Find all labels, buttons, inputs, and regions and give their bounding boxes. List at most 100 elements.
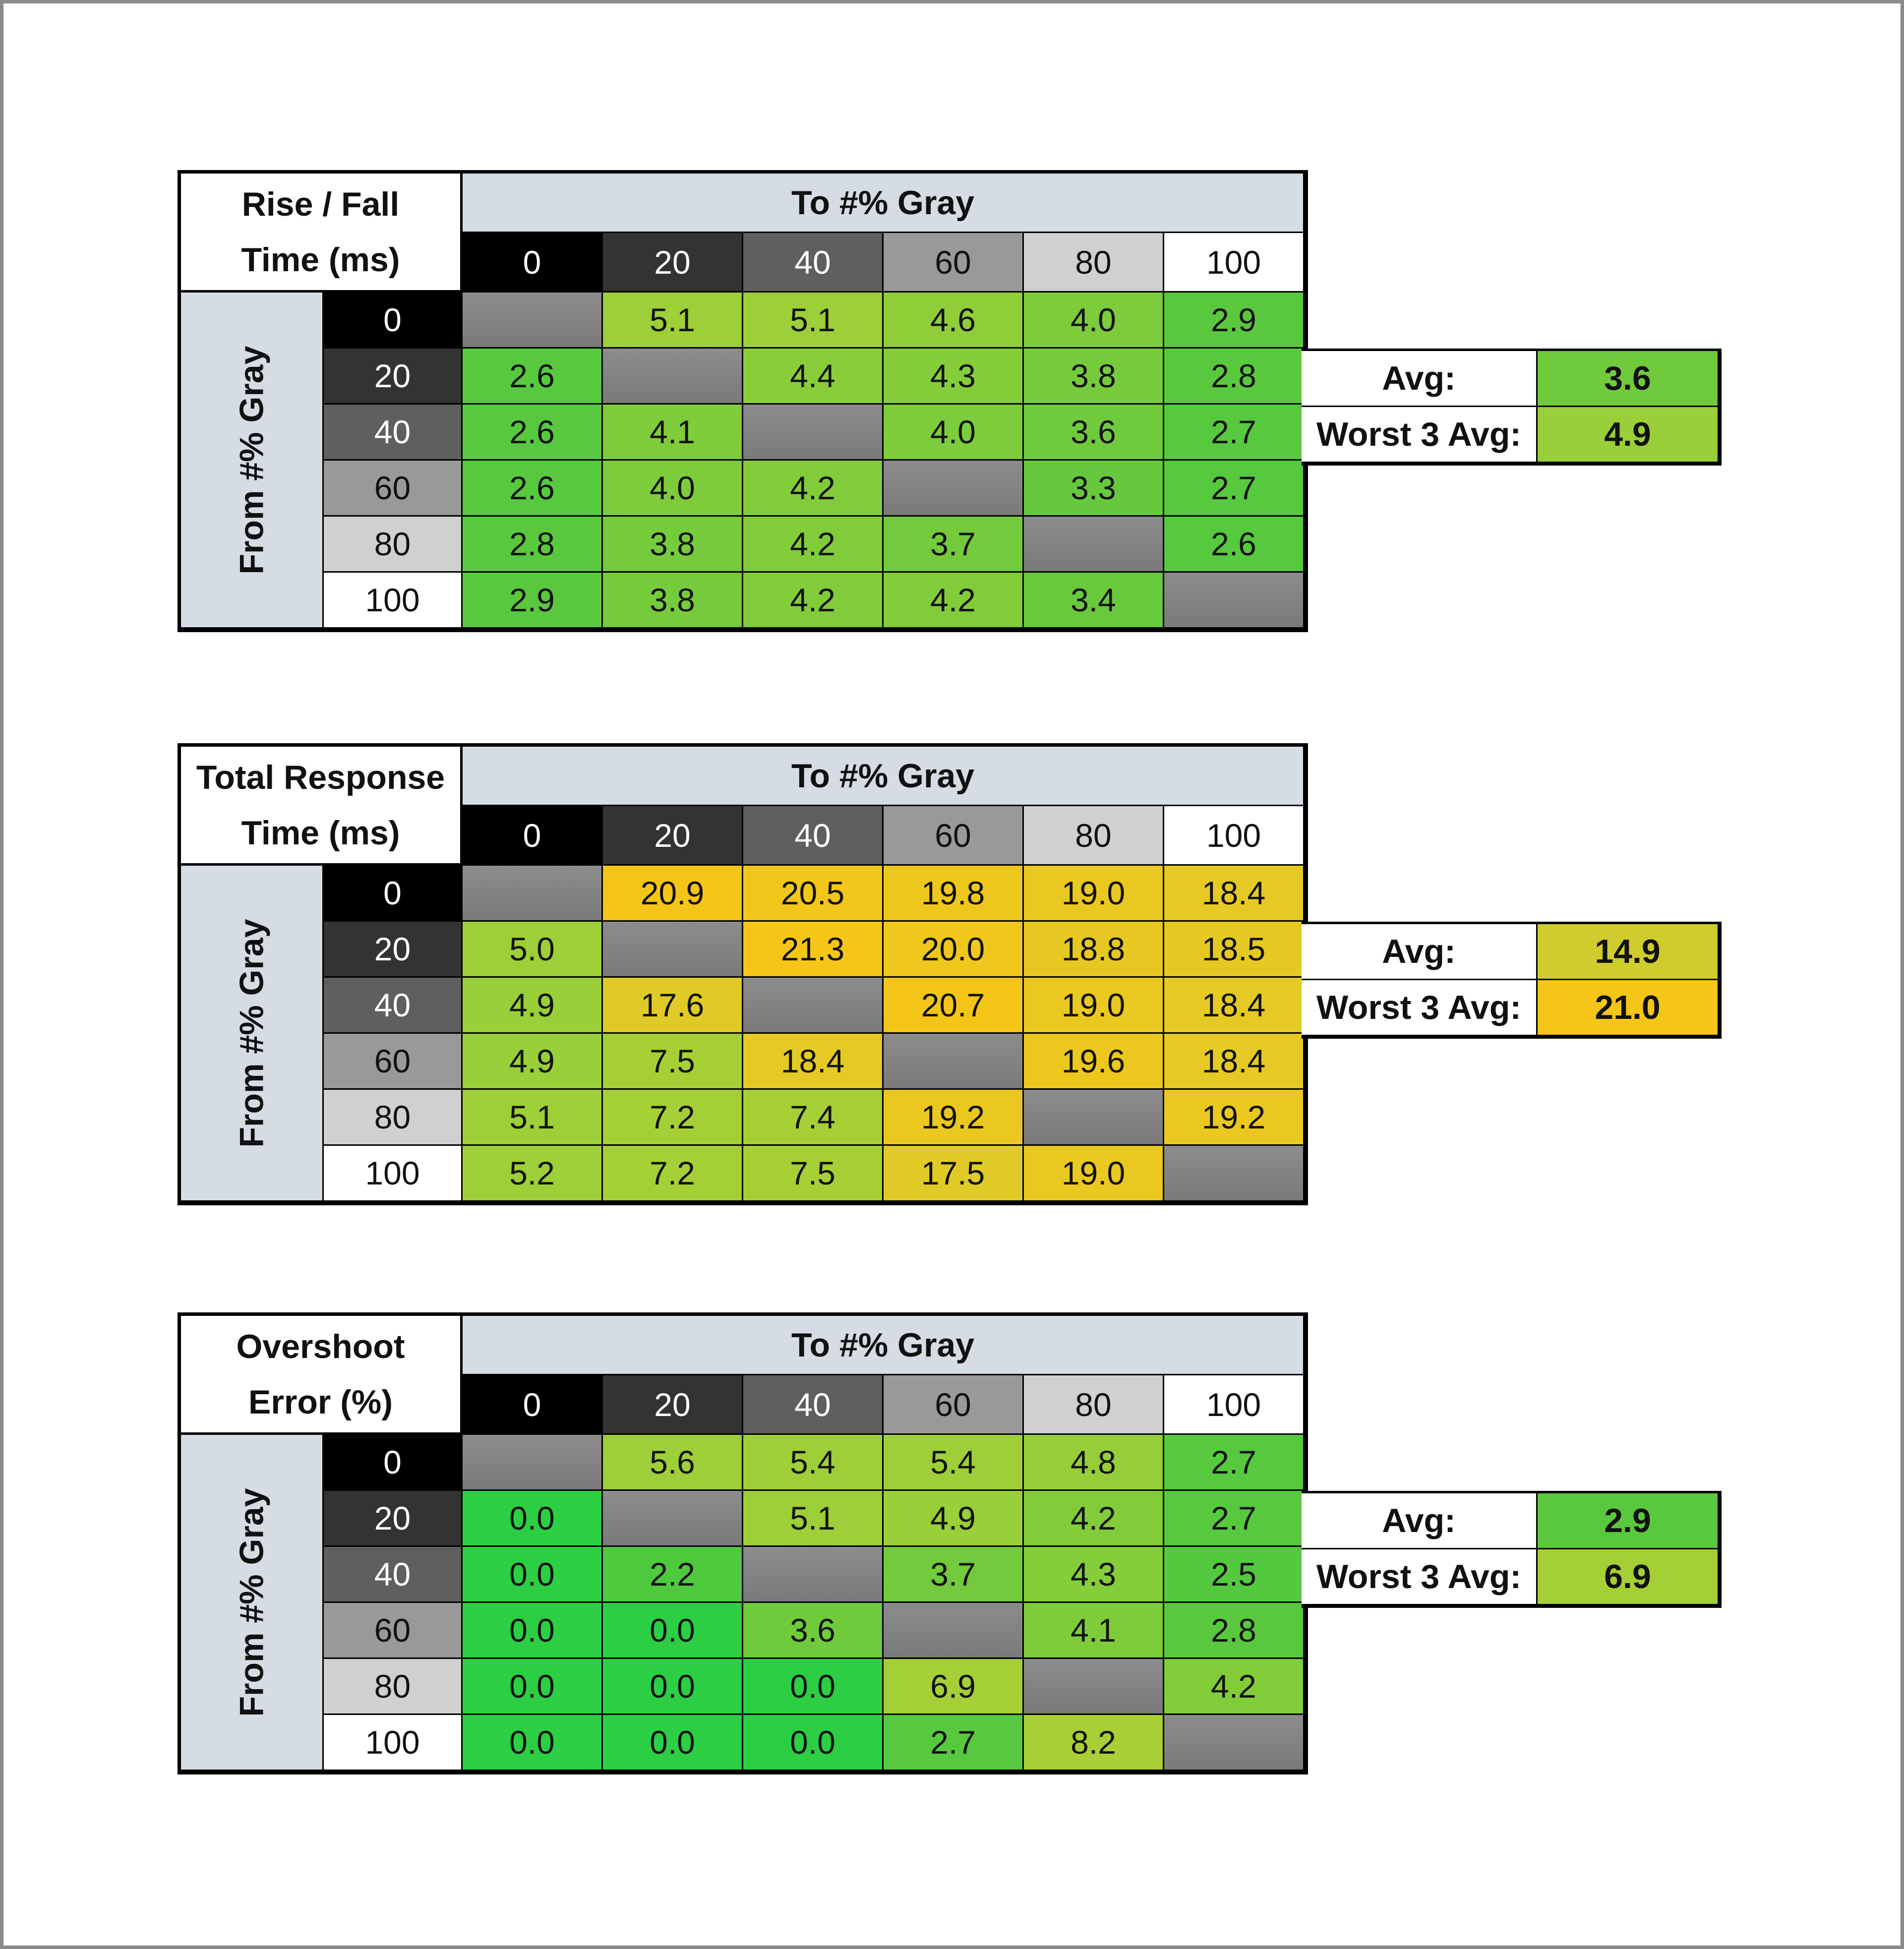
data-cell: 3.6 (1024, 405, 1164, 461)
data-cell: 0.0 (463, 1547, 603, 1603)
data-cell: 7.2 (603, 1146, 743, 1202)
table-title: Total Response Time (ms) (181, 747, 463, 866)
row-header-gray-100: 100 (324, 1146, 463, 1202)
data-cell: 20.9 (603, 866, 743, 922)
worst-3-avg-value: 4.9 (1538, 407, 1719, 463)
diagonal-cell (743, 405, 884, 461)
column-header-gray-40: 40 (743, 1375, 884, 1435)
data-cell: 4.9 (884, 1491, 1024, 1547)
diagonal-cell (743, 1547, 884, 1603)
data-cell: 8.2 (1024, 1715, 1164, 1771)
row-header-gray-0: 0 (324, 293, 463, 349)
data-cell: 5.1 (743, 293, 884, 349)
column-header-gray-80: 80 (1024, 806, 1164, 866)
table-title-line2: Time (ms) (241, 240, 400, 279)
data-cell: 20.7 (884, 978, 1024, 1034)
column-header-gray-40: 40 (743, 233, 884, 293)
data-cell: 17.5 (884, 1146, 1024, 1202)
diagonal-cell (603, 1491, 743, 1547)
column-header-gray-80: 80 (1024, 233, 1164, 293)
diagonal-cell (603, 349, 743, 405)
data-cell: 4.2 (1164, 1659, 1305, 1715)
data-cell: 4.2 (743, 573, 884, 629)
diagonal-cell (1024, 1090, 1164, 1146)
data-cell: 0.0 (743, 1715, 884, 1771)
data-cell: 4.1 (603, 405, 743, 461)
data-cell: 4.0 (1024, 293, 1164, 349)
data-cell: 0.0 (743, 1659, 884, 1715)
worst-3-avg-label: Worst 3 Avg: (1302, 1549, 1538, 1605)
worst-3-avg-value: 6.9 (1538, 1549, 1719, 1605)
column-header-gray-40: 40 (743, 806, 884, 866)
row-header-gray-100: 100 (324, 1715, 463, 1771)
diagonal-cell (884, 1603, 1024, 1659)
summary-table: Avg: 3.6 Worst 3 Avg: 4.9 (1302, 349, 1722, 466)
data-cell: 4.2 (884, 573, 1024, 629)
data-cell: 19.0 (1024, 978, 1164, 1034)
diagonal-cell (884, 1034, 1024, 1090)
row-header-gray-80: 80 (324, 1659, 463, 1715)
column-header-gray-0: 0 (463, 1375, 603, 1435)
row-header-gray-40: 40 (324, 405, 463, 461)
data-cell: 18.8 (1024, 922, 1164, 978)
avg-label: Avg: (1302, 924, 1538, 980)
data-cell: 19.2 (884, 1090, 1024, 1146)
column-header-gray-60: 60 (884, 1375, 1024, 1435)
data-cell: 18.5 (1164, 922, 1305, 978)
data-cell: 3.7 (884, 1547, 1024, 1603)
data-cell: 0.0 (463, 1715, 603, 1771)
row-header-gray-60: 60 (324, 1603, 463, 1659)
data-cell: 7.2 (603, 1090, 743, 1146)
data-cell: 2.6 (1164, 517, 1305, 573)
heatmap-table: Total Response Time (ms) To #% Gray From #%… (178, 743, 1308, 1205)
data-cell: 4.1 (1024, 1603, 1164, 1659)
data-cell: 0.0 (603, 1603, 743, 1659)
data-cell: 4.8 (1024, 1435, 1164, 1491)
column-header-gray-0: 0 (463, 806, 603, 866)
column-header-gray-80: 80 (1024, 1375, 1164, 1435)
data-cell: 0.0 (603, 1715, 743, 1771)
avg-value: 14.9 (1538, 924, 1719, 980)
row-header-gray-60: 60 (324, 1034, 463, 1090)
data-cell: 20.0 (884, 922, 1024, 978)
data-cell: 18.4 (1164, 978, 1305, 1034)
diagonal-cell (1164, 573, 1305, 629)
diagonal-cell (463, 866, 603, 922)
avg-label: Avg: (1302, 351, 1538, 407)
data-cell: 2.7 (884, 1715, 1024, 1771)
data-cell: 2.9 (463, 573, 603, 629)
data-cell: 19.6 (1024, 1034, 1164, 1090)
diagonal-cell (463, 1435, 603, 1491)
column-header-gray-100: 100 (1164, 233, 1305, 293)
data-cell: 3.7 (884, 517, 1024, 573)
data-cell: 19.0 (1024, 866, 1164, 922)
data-cell: 6.9 (884, 1659, 1024, 1715)
data-cell: 5.6 (603, 1435, 743, 1491)
data-cell: 5.4 (743, 1435, 884, 1491)
table-title: Overshoot Error (%) (181, 1316, 463, 1435)
to-gray-header: To #% Gray (463, 747, 1305, 806)
column-header-gray-100: 100 (1164, 806, 1305, 866)
diagonal-cell (1024, 1659, 1164, 1715)
diagonal-cell (463, 293, 603, 349)
data-cell: 20.5 (743, 866, 884, 922)
data-cell: 2.5 (1164, 1547, 1305, 1603)
diagonal-cell (1164, 1146, 1305, 1202)
data-cell: 19.8 (884, 866, 1024, 922)
row-header-gray-0: 0 (324, 1435, 463, 1491)
data-cell: 4.4 (743, 349, 884, 405)
data-cell: 3.8 (603, 573, 743, 629)
data-cell: 0.0 (463, 1491, 603, 1547)
column-header-gray-100: 100 (1164, 1375, 1305, 1435)
from-gray-header-label: From #% Gray (233, 345, 271, 575)
avg-value: 2.9 (1538, 1493, 1719, 1549)
data-cell: 2.8 (1164, 349, 1305, 405)
from-gray-header-label: From #% Gray (233, 918, 271, 1148)
data-cell: 2.9 (1164, 293, 1305, 349)
column-header-gray-60: 60 (884, 806, 1024, 866)
from-gray-header: From #% Gray (181, 866, 324, 1202)
diagonal-cell (1024, 517, 1164, 573)
data-cell: 4.0 (884, 405, 1024, 461)
data-cell: 4.6 (884, 293, 1024, 349)
row-header-gray-20: 20 (324, 349, 463, 405)
